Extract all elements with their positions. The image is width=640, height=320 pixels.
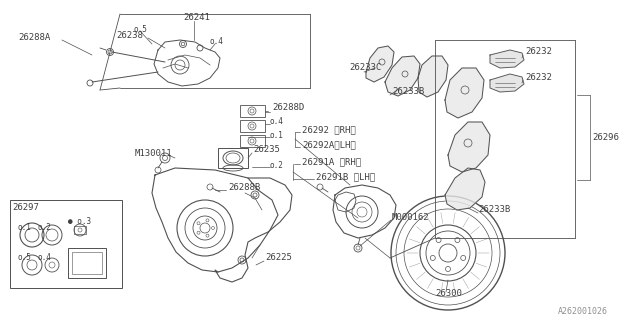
Text: 26241: 26241	[183, 13, 210, 22]
Text: 26291B 〈LH〉: 26291B 〈LH〉	[316, 172, 375, 181]
Text: 26296: 26296	[592, 133, 619, 142]
Text: 26233B: 26233B	[392, 87, 424, 97]
Bar	[74, 226, 86, 234]
Polygon shape	[490, 74, 524, 92]
Text: 26288D: 26288D	[272, 102, 304, 111]
Polygon shape	[418, 56, 448, 97]
Text: M130011: M130011	[135, 148, 173, 157]
Text: 26225: 26225	[265, 253, 292, 262]
Text: o.5: o.5	[18, 252, 32, 261]
Text: 26297: 26297	[12, 203, 39, 212]
Text: 26238: 26238	[116, 31, 143, 41]
Text: o.1: o.1	[18, 222, 32, 231]
Text: 26292 〈RH〉: 26292 〈RH〉	[302, 125, 356, 134]
Text: o.2: o.2	[270, 161, 284, 170]
Text: M000162: M000162	[392, 213, 429, 222]
Text: 26300: 26300	[435, 289, 462, 298]
Bar	[10, 200, 122, 288]
Bar	[72, 252, 102, 274]
Text: 26232: 26232	[525, 47, 552, 57]
Polygon shape	[445, 68, 484, 118]
Text: o.2: o.2	[38, 222, 52, 231]
Text: ● o.3: ● o.3	[68, 218, 91, 227]
Polygon shape	[366, 46, 394, 82]
Bar	[240, 135, 265, 147]
Text: o.1: o.1	[270, 131, 284, 140]
Text: 26232: 26232	[525, 74, 552, 83]
Text: o.5: o.5	[134, 25, 148, 34]
Polygon shape	[490, 50, 524, 68]
Text: 26288A: 26288A	[18, 34, 51, 43]
Text: o.4: o.4	[270, 117, 284, 126]
Text: 26235: 26235	[253, 146, 280, 155]
Text: 26292A〈LH〉: 26292A〈LH〉	[302, 140, 356, 149]
Text: A262001026: A262001026	[558, 307, 608, 316]
Text: o.4: o.4	[210, 37, 224, 46]
Polygon shape	[385, 56, 420, 96]
Text: 26233C: 26233C	[349, 63, 381, 73]
Text: 26291A 〈RH〉: 26291A 〈RH〉	[302, 157, 361, 166]
Bar	[240, 120, 265, 132]
Bar	[68, 248, 106, 278]
Bar	[240, 105, 265, 117]
Text: 26288B: 26288B	[228, 183, 260, 193]
Polygon shape	[445, 168, 485, 210]
Text: o.4: o.4	[38, 252, 52, 261]
Bar	[218, 148, 248, 168]
Text: 26233B: 26233B	[478, 205, 510, 214]
Polygon shape	[448, 122, 490, 172]
